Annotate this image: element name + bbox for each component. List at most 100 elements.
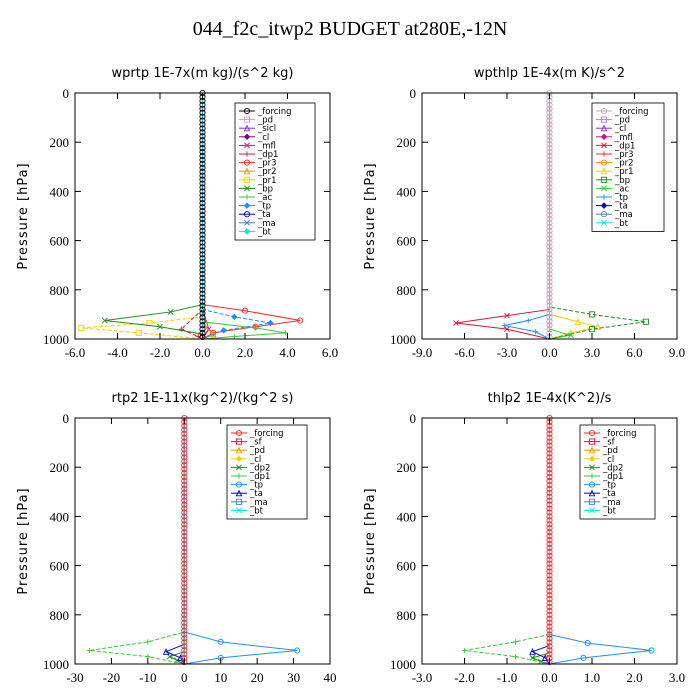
zero-line-marker	[199, 274, 206, 282]
legend-entry: _dp2	[249, 463, 270, 473]
data-point	[525, 317, 531, 324]
zero-line-marker	[546, 145, 553, 152]
zero-line-marker	[181, 631, 188, 638]
zero-line-marker	[546, 180, 553, 187]
zero-line-marker	[181, 651, 188, 658]
zero-line-marker	[546, 517, 553, 524]
legend-marker	[601, 142, 607, 149]
y-axis-label: Pressure [hPa]	[363, 162, 378, 269]
zero-line-marker	[199, 129, 206, 136]
legend-entry: _ta	[614, 202, 628, 212]
zero-line-marker	[181, 580, 188, 587]
zero-line-marker	[181, 619, 188, 626]
zero-line-marker	[199, 145, 206, 152]
zero-line-marker	[546, 133, 553, 140]
zero-line-marker	[199, 251, 206, 258]
legend-entry: _ma	[249, 498, 268, 508]
y-axis-label: Pressure [hPa]	[16, 487, 31, 594]
zero-line-marker	[199, 215, 206, 223]
legend-marker	[589, 507, 595, 514]
legend-entry: _ac	[614, 184, 629, 194]
zero-line-marker	[546, 302, 553, 309]
zero-line-marker	[181, 509, 188, 516]
zero-line-marker	[199, 255, 206, 262]
zero-line-marker	[546, 501, 553, 508]
y-tick-label: 200	[397, 460, 417, 475]
zero-line-marker	[546, 204, 553, 211]
legend-marker	[243, 133, 251, 141]
zero-line-marker	[181, 556, 188, 563]
legend-marker	[588, 489, 596, 497]
zero-line-marker	[181, 639, 188, 646]
zero-line-marker	[181, 458, 188, 465]
zero-line-marker	[546, 446, 553, 453]
x-tick-label: 3.0	[584, 345, 600, 360]
zero-line-marker	[546, 651, 553, 658]
zero-line-marker	[181, 501, 188, 508]
y-axis-label: Pressure [hPa]	[363, 487, 378, 594]
legend-marker	[236, 507, 242, 514]
data-point	[167, 309, 174, 315]
x-tick-label: 6.0	[626, 345, 642, 360]
zero-line-marker	[546, 148, 553, 156]
zero-line-marker	[199, 208, 206, 215]
zero-line-marker	[199, 168, 206, 175]
x-tick-label: 0.0	[541, 345, 557, 360]
series-line-dp1	[464, 418, 550, 665]
data-point	[648, 647, 655, 654]
zero-line-marker	[199, 310, 206, 317]
legend-entry: _forcing	[257, 107, 292, 117]
zero-line-marker	[199, 282, 206, 289]
zero-line-marker	[546, 231, 553, 238]
zero-line-marker	[199, 243, 206, 250]
zero-line-marker	[199, 239, 206, 246]
legend-entry: _dp2	[602, 463, 623, 473]
series-line-pr1	[81, 93, 203, 340]
data-point	[512, 639, 519, 645]
zero-line-marker	[181, 446, 188, 453]
zero-line-marker	[181, 615, 188, 622]
zero-line-marker	[181, 548, 188, 555]
data-point	[453, 320, 459, 326]
x-tick-label: -1.0	[497, 670, 518, 685]
zero-line-marker	[181, 635, 188, 642]
series-line-dp1	[180, 93, 203, 340]
zero-line-marker	[546, 109, 553, 116]
data-point	[588, 311, 596, 318]
data-point	[166, 653, 173, 660]
data-point	[642, 318, 649, 325]
zero-line-marker	[546, 306, 553, 313]
zero-line-marker	[181, 426, 188, 433]
data-point	[501, 322, 507, 329]
zero-line-marker	[181, 497, 188, 504]
legend-entry: _sicl	[257, 124, 276, 134]
legend-entry: _pr2	[614, 159, 634, 169]
legend-entry: _sf	[602, 438, 616, 448]
legend-marker	[601, 185, 607, 192]
zero-line-marker	[546, 607, 553, 614]
zero-line-marker	[546, 564, 553, 571]
zero-line-marker	[546, 584, 553, 591]
zero-line-marker	[546, 208, 553, 215]
zero-line-marker	[546, 294, 553, 301]
zero-line-marker	[199, 148, 206, 156]
data-point	[157, 323, 163, 330]
legend-marker	[235, 429, 243, 437]
legend-marker	[601, 194, 607, 200]
legend-entry: _bp	[614, 176, 630, 186]
zero-line-marker	[199, 211, 206, 219]
data-point	[594, 323, 601, 330]
zero-line-marker	[181, 576, 188, 583]
zero-line-marker	[199, 133, 206, 140]
legend-marker	[588, 498, 596, 505]
x-tick-label: -2.0	[454, 670, 475, 685]
zero-line-marker	[546, 627, 553, 634]
legend-entry: _pr1	[257, 176, 277, 186]
zero-line-marker	[199, 184, 206, 191]
zero-line-marker	[199, 322, 206, 329]
zero-line-marker	[199, 259, 206, 266]
zero-line-marker	[546, 599, 553, 607]
data-point	[210, 329, 217, 336]
panel-2: wpthlp 1E-4x(m K)/s^2 Pressure [hPa] -9.0 -…	[363, 66, 685, 360]
legend-marker	[243, 211, 251, 218]
